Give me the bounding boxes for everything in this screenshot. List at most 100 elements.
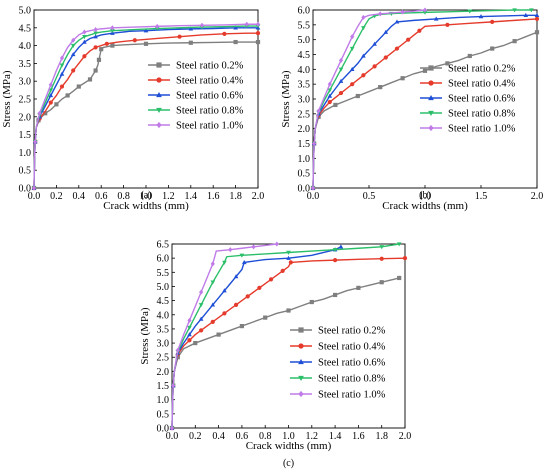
data-point — [338, 78, 344, 83]
data-point — [70, 43, 76, 49]
x-tick-label: 1.2 — [162, 191, 175, 202]
data-point — [93, 27, 98, 33]
data-point — [210, 319, 215, 324]
y-tick-label: 2.5 — [298, 109, 311, 120]
data-point — [372, 41, 377, 46]
data-point — [175, 347, 180, 353]
data-point — [310, 185, 316, 191]
legend-item: Steel ratio 0.2% — [148, 61, 244, 72]
data-point — [512, 8, 517, 13]
data-point — [406, 37, 411, 42]
chart-panel-2: 0.0 0.5 1.0 1.5 2.0 0.0 0.5 1.0 1.5 2.0 2.5 3.0 3.5 4… — [280, 6, 543, 213]
legend-label: Steel ratio 0.8% — [318, 374, 386, 385]
legend-label: Steel ratio 0.8% — [176, 106, 244, 117]
data-point — [534, 30, 540, 35]
legend-label: Steel ratio 1.0% — [318, 390, 386, 401]
panel-label: (a) — [140, 190, 151, 201]
data-point — [87, 77, 93, 82]
y-tick-label: 4.5 — [157, 296, 170, 307]
legend-label: Steel ratio 1.0% — [448, 124, 516, 135]
x-tick-label: 0.5 — [363, 191, 376, 202]
data-point — [199, 289, 204, 295]
data-point — [379, 280, 384, 285]
y-tick-label: 0.0 — [19, 184, 32, 195]
data-point — [99, 47, 104, 52]
x-axis-title: Crack widths (mm) — [382, 200, 468, 212]
legend-item: Steel ratio 0.8% — [148, 106, 244, 117]
data-point — [338, 67, 344, 72]
series-2 — [169, 256, 408, 431]
x-tick-label: 0.6 — [236, 431, 249, 442]
legend-item: Steel ratio 0.8% — [290, 374, 386, 385]
y-tick-label: 4.0 — [298, 65, 311, 76]
data-point — [349, 66, 355, 72]
data-point — [188, 40, 193, 45]
data-point — [210, 280, 216, 285]
data-point — [198, 316, 204, 321]
data-point — [198, 303, 204, 308]
data-point — [268, 277, 274, 282]
data-point — [239, 323, 244, 329]
legend-marker — [428, 124, 434, 132]
y-tick-label: 5.5 — [157, 268, 170, 279]
legend-marker — [156, 92, 162, 98]
chart-panel-3: 0.0 0.2 0.4 0.6 0.8 1.0 1.2 1.4 1.6 1.8 2.0 0.0 0.5 1… — [139, 240, 411, 470]
data-point — [93, 45, 98, 50]
data-point — [171, 383, 176, 389]
data-point — [280, 268, 285, 273]
x-tick-label: 0.2 — [50, 191, 63, 202]
data-point — [396, 242, 402, 247]
data-point — [48, 82, 53, 88]
y-tick-label: 5.0 — [298, 35, 311, 46]
legend-label: Steel ratio 0.2% — [318, 326, 386, 337]
data-point — [349, 46, 355, 51]
data-point — [82, 29, 87, 35]
data-point — [251, 244, 256, 250]
data-point — [263, 315, 268, 320]
legend-marker — [298, 390, 304, 398]
data-point — [338, 90, 344, 96]
series-line — [33, 23, 258, 189]
data-point — [534, 12, 540, 18]
data-point — [54, 102, 59, 107]
y-tick-label: 5.5 — [298, 20, 311, 31]
data-point — [82, 35, 87, 40]
legend-marker — [428, 80, 434, 86]
legend-item: Steel ratio 1.0% — [148, 121, 244, 132]
x-tick-label: 0.6 — [95, 191, 108, 202]
legend-label: Steel ratio 0.4% — [318, 342, 386, 353]
data-point — [361, 14, 366, 20]
data-point — [82, 54, 87, 59]
y-tick-label: 1.5 — [157, 381, 170, 392]
data-point — [394, 46, 400, 51]
y-axis-title: Stress (MPa) — [1, 70, 13, 127]
y-tick-label: 1.5 — [298, 139, 311, 150]
data-point — [59, 55, 65, 61]
data-point — [71, 68, 76, 73]
data-point — [199, 328, 204, 333]
data-point — [187, 332, 192, 337]
data-point — [316, 108, 321, 114]
x-tick-label: 2.0 — [399, 431, 412, 442]
data-point — [255, 39, 261, 45]
legend-label: Steel ratio 0.6% — [318, 358, 386, 369]
y-tick-label: 0.5 — [157, 409, 170, 420]
x-axis-title: Crack widths (mm) — [103, 200, 189, 212]
data-point — [402, 256, 408, 261]
data-point — [33, 139, 38, 145]
x-tick-label: 0.0 — [307, 191, 320, 202]
legend-item: Steel ratio 0.4% — [148, 76, 244, 87]
data-point — [286, 250, 291, 255]
chart-panel-1: 0.0 0.2 0.4 0.6 0.8 1.0 1.2 1.4 1.6 1.8 2.0 0.0 0.5 1… — [1, 6, 264, 213]
data-point — [338, 244, 344, 249]
data-point — [210, 302, 216, 307]
data-point — [361, 53, 366, 58]
legend-marker — [298, 343, 304, 349]
data-point — [233, 274, 239, 279]
y-tick-label: 3.0 — [298, 95, 311, 106]
y-tick-label: 0.5 — [19, 166, 32, 177]
series-line — [312, 9, 426, 189]
legend: Steel ratio 0.2% Steel ratio 0.4% Steel ra… — [148, 61, 244, 132]
legend-marker — [428, 65, 434, 71]
x-axis-title: Crack widths (mm) — [246, 440, 332, 452]
